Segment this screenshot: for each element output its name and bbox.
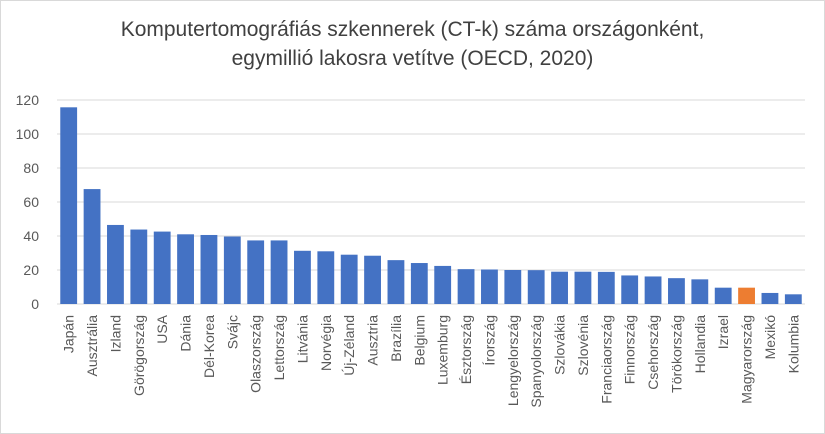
x-tick-label: Izrael — [715, 315, 731, 349]
bar — [200, 234, 218, 304]
bar — [527, 270, 545, 304]
x-axis-labels: Japán Ausztrália Izland Görögország USA Dánia… — [61, 314, 802, 407]
x-tick-label: Görögország — [131, 315, 147, 396]
bar — [60, 107, 78, 304]
x-tick-label: Svájc — [224, 315, 240, 349]
bar — [668, 278, 685, 304]
bar — [410, 263, 428, 304]
x-tick-label: Finnország — [622, 315, 638, 384]
bar — [177, 234, 194, 304]
bar — [364, 255, 381, 304]
x-tick-label: Dél-Korea — [201, 315, 217, 378]
chart-subtitle: egymillió lakosra vetítve (OECD, 2020) — [231, 47, 594, 70]
bar — [784, 294, 802, 304]
bar — [107, 224, 124, 304]
bar — [761, 292, 779, 304]
x-tick-label: Norvégia — [318, 315, 334, 371]
x-tick-label: Dánia — [178, 315, 194, 352]
y-tick-label: 80 — [23, 160, 39, 176]
bar — [738, 287, 755, 304]
chart-title: Komputertomográfiás szkennerek (CT-k) sz… — [120, 18, 705, 41]
x-tick-label: Brazília — [388, 315, 404, 362]
bar — [83, 189, 101, 304]
bar — [504, 270, 522, 304]
x-tick-label: Ausztria — [365, 315, 381, 366]
x-tick-label: Luxemburg — [435, 315, 451, 385]
x-tick-label: Lengyelország — [505, 315, 521, 406]
bar — [621, 275, 639, 304]
y-tick-label: 0 — [31, 296, 39, 312]
bar — [387, 260, 405, 304]
y-tick-label: 60 — [23, 194, 39, 210]
x-tick-label: Szlovénia — [575, 315, 591, 376]
x-tick-label: Törökország — [668, 315, 684, 393]
x-tick-label: Észtország — [458, 315, 474, 384]
x-tick-label: Hollandia — [692, 315, 708, 374]
x-tick-label: Mexikó — [762, 315, 778, 360]
x-tick-label: Franciaország — [598, 315, 614, 404]
x-tick-label: Csehország — [645, 315, 661, 390]
bar — [457, 269, 475, 304]
x-tick-label: Kolumbia — [785, 315, 801, 374]
bar — [223, 236, 241, 304]
x-tick-label: Izland — [107, 315, 123, 352]
chart-title-block: Komputertomográfiás szkennerek (CT-k) sz… — [1, 15, 824, 73]
x-tick-label: Lettország — [271, 315, 287, 380]
bars — [60, 107, 802, 304]
x-tick-label: Magyarország — [739, 315, 755, 404]
bar — [574, 271, 592, 304]
x-tick-label: Szlovákia — [552, 315, 568, 375]
bar — [317, 251, 335, 304]
bar — [714, 287, 732, 304]
bar — [644, 276, 662, 304]
x-tick-label: USA — [154, 314, 170, 343]
bar — [691, 279, 709, 304]
bar — [434, 265, 452, 304]
bar — [130, 229, 148, 304]
x-tick-label: Litvánia — [294, 315, 310, 363]
x-tick-label: Ausztrália — [84, 315, 100, 377]
bar — [270, 240, 288, 304]
bar — [551, 271, 568, 304]
x-tick-label: Spanyolország — [528, 315, 544, 408]
bar — [340, 254, 358, 304]
x-tick-label: Írország — [481, 315, 497, 366]
bar — [153, 231, 171, 304]
bar — [294, 250, 311, 304]
x-tick-label: Japán — [61, 315, 77, 353]
x-tick-label: Olaszország — [248, 315, 264, 393]
y-tick-label: 20 — [23, 262, 39, 278]
bar — [247, 240, 265, 304]
bar — [481, 269, 498, 304]
x-tick-label: Belgium — [411, 315, 427, 366]
bar — [597, 271, 615, 304]
y-tick-label: 40 — [23, 228, 39, 244]
y-tick-label: 120 — [16, 92, 40, 108]
y-tick-label: 100 — [16, 126, 40, 142]
x-tick-label: Új-Zéland — [341, 315, 357, 376]
y-axis-labels: 0 20 40 60 80 100 120 — [16, 92, 40, 312]
